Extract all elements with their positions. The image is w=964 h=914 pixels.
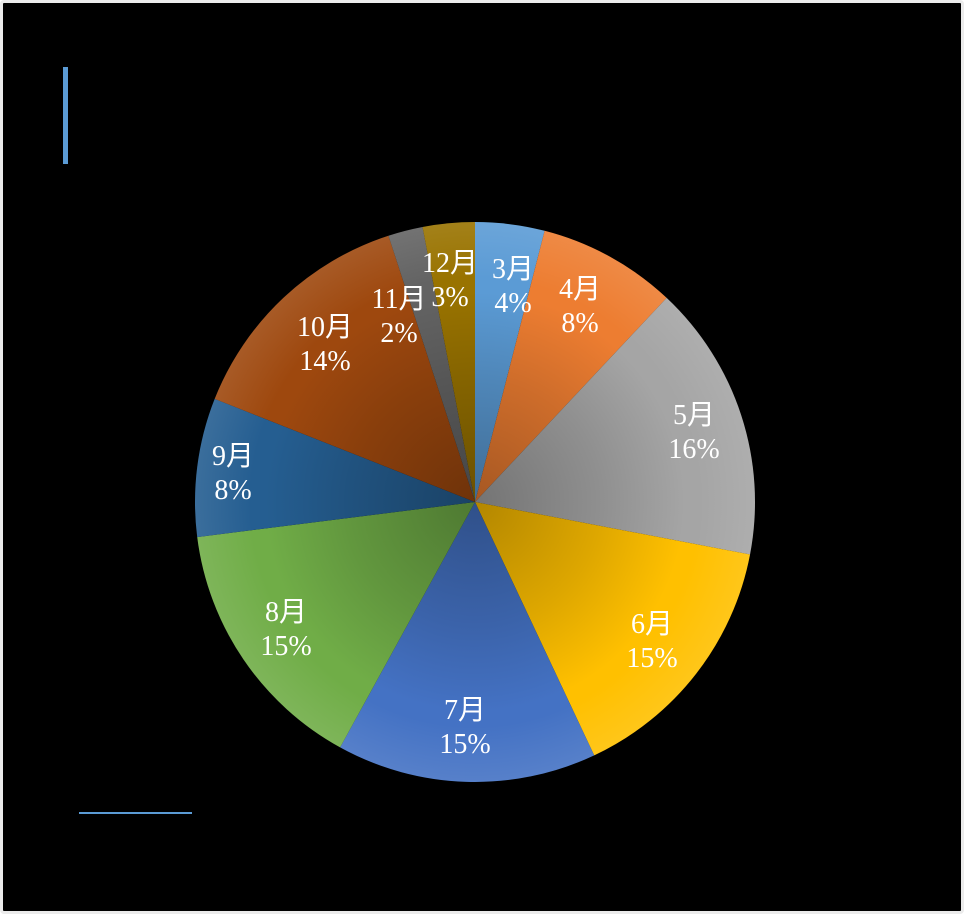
data-label-percent-3: 16% (668, 434, 719, 465)
title-accent-bar (63, 67, 68, 164)
pie-chart: 3月4% 4月8%5月16%6月15%7月15%8月15%9月8%10月14%11… (195, 222, 755, 782)
data-label-category-8: 10月 (297, 312, 353, 343)
footer-divider-line (79, 812, 192, 814)
data-label-percent-10: 3% (431, 282, 468, 313)
data-label-percent-6: 15% (260, 631, 311, 662)
data-label-percent-5: 15% (439, 729, 490, 760)
data-label-category-7: 9月 (212, 441, 254, 472)
data-label-category-10: 12月 (422, 248, 478, 279)
data-label-category-2: 4月 (559, 274, 601, 305)
data-label-percent-2: 8% (561, 308, 598, 339)
data-label-percent-9: 2% (380, 318, 417, 349)
data-label-category-9: 11月 (372, 284, 427, 315)
data-label-category-6: 8月 (265, 597, 307, 628)
data-label-category-1: 3月 (492, 254, 534, 285)
data-label-category-5: 7月 (444, 695, 486, 726)
data-label-percent-1: 4% (494, 288, 531, 319)
data-label-percent-7: 8% (214, 475, 251, 506)
data-label-category-4: 6月 (631, 609, 673, 640)
data-label-percent-8: 14% (299, 346, 350, 377)
data-label-percent-4: 15% (626, 643, 677, 674)
data-label-category-3: 5月 (673, 400, 715, 431)
